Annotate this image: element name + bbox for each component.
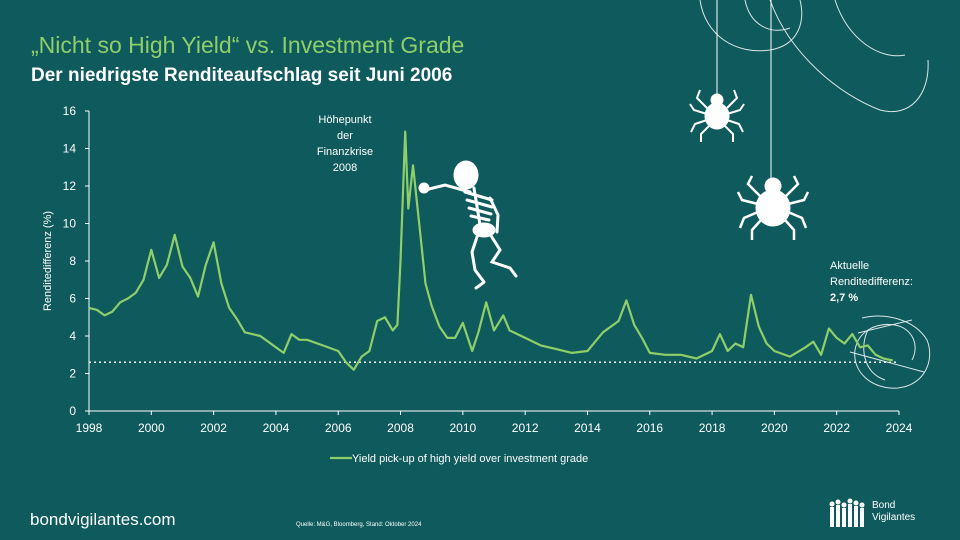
spider-icon [689, 0, 745, 142]
x-tick-label: 2022 [823, 421, 850, 435]
x-tick-label: 2006 [325, 421, 352, 435]
annotation-crisis-line: der [337, 130, 353, 142]
y-tick-label: 6 [69, 292, 76, 306]
chart-subtitle: Der niedrigste Renditeaufschlag seit Jun… [31, 65, 453, 86]
y-tick-label: 4 [69, 329, 76, 343]
x-tick-label: 2000 [138, 421, 165, 435]
x-tick-label: 2024 [886, 421, 913, 435]
y-tick-label: 0 [69, 404, 76, 418]
x-tick-label: 1998 [76, 421, 103, 435]
annotation-crisis-line: Höhepunkt [318, 114, 371, 126]
annotation-crisis-line: Finanzkrise [317, 146, 373, 158]
x-tick-label: 2002 [200, 421, 227, 435]
spider-icon [736, 0, 810, 240]
series-line [88, 130, 894, 371]
x-tick-label: 2012 [512, 421, 539, 435]
y-tick-label: 8 [69, 254, 76, 268]
y-tick-label: 2 [69, 367, 76, 381]
y-tick-label: 10 [63, 217, 77, 231]
annotation-current-line: 2,7 % [830, 292, 858, 304]
x-tick-label: 2004 [263, 421, 290, 435]
x-tick-label: 2020 [761, 421, 788, 435]
y-axis-label: Renditedifferenz (%) [42, 211, 54, 311]
annotation-crisis-line: 2008 [333, 162, 357, 174]
y-tick-label: 12 [63, 179, 77, 193]
annotation-current-line: Renditedifferenz: [830, 276, 913, 288]
x-tick-label: 2010 [449, 421, 476, 435]
y-tick-label: 16 [63, 104, 77, 118]
logo-line-2: Vigilantes [872, 512, 916, 523]
logo-line-1: Bond [872, 500, 896, 511]
skeleton-icon [418, 160, 518, 290]
legend-label: Yield pick-up of high yield over investm… [352, 453, 588, 465]
x-tick-label: 2014 [574, 421, 601, 435]
x-tick-label: 2018 [699, 421, 726, 435]
annotation-current-line: Aktuelle [830, 260, 869, 272]
bond-vigilantes-logo: Bond Vigilantes [828, 497, 938, 529]
x-tick-label: 2016 [636, 421, 663, 435]
y-tick-label: 14 [63, 142, 77, 156]
legend: Yield pick-up of high yield over investm… [330, 453, 588, 465]
source-note: Quelle: M&G, Bloomberg, Stand: Oktober 2… [296, 522, 422, 528]
site-url[interactable]: bondvigilantes.com [30, 510, 176, 529]
chart-title: „Nicht so High Yield“ vs. Investment Gra… [31, 32, 465, 58]
x-tick-label: 2008 [387, 421, 414, 435]
people-icon [829, 498, 865, 527]
cobweb-icon [699, 0, 931, 389]
